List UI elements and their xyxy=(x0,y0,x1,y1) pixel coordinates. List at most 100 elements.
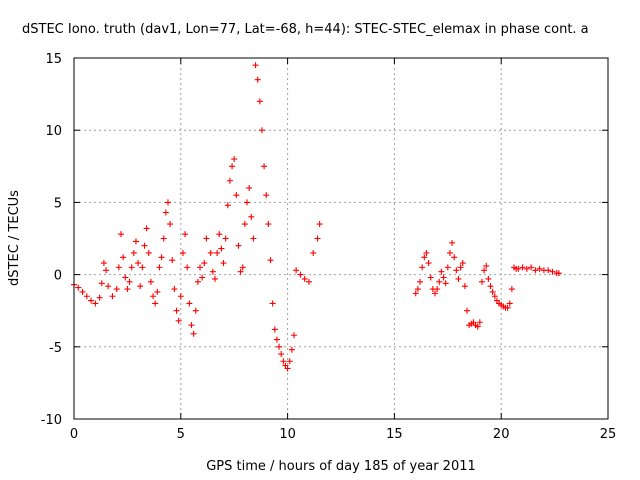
data-point xyxy=(504,304,511,311)
data-point xyxy=(244,199,251,206)
data-point xyxy=(182,231,189,238)
data-point xyxy=(293,267,300,274)
x-tick-labels: 0 5 10 15 20 25 xyxy=(70,427,616,442)
data-point xyxy=(145,249,152,256)
x-tick-label: 25 xyxy=(600,427,617,442)
data-point xyxy=(167,221,174,228)
data-point xyxy=(555,270,562,277)
data-point xyxy=(417,278,424,285)
data-point xyxy=(481,267,488,274)
data-point xyxy=(137,283,144,290)
data-point xyxy=(188,322,195,329)
data-point xyxy=(201,260,208,267)
y-tick-label: 0 xyxy=(54,269,62,284)
data-point xyxy=(158,254,165,261)
data-point xyxy=(485,275,492,282)
data-point xyxy=(536,265,543,272)
data-point xyxy=(194,278,201,285)
data-point xyxy=(164,199,171,206)
data-point xyxy=(291,332,298,339)
x-axis-label: GPS time / hours of day 185 of year 2011 xyxy=(206,459,476,474)
data-point xyxy=(92,300,99,307)
data-point xyxy=(297,271,304,278)
y-tick-label: -10 xyxy=(41,413,62,428)
data-point xyxy=(276,343,283,350)
data-point xyxy=(459,260,466,267)
data-point xyxy=(218,245,225,252)
data-point xyxy=(239,264,246,271)
data-point xyxy=(117,231,124,238)
data-point xyxy=(421,254,428,261)
data-point xyxy=(220,260,227,267)
data-point xyxy=(474,323,481,330)
data-point xyxy=(483,262,490,269)
data-point xyxy=(128,264,135,271)
data-point xyxy=(271,326,278,333)
data-point xyxy=(278,351,285,358)
data-point xyxy=(444,264,451,271)
data-point xyxy=(273,336,280,343)
data-point xyxy=(241,221,248,228)
data-point xyxy=(425,260,432,267)
data-point xyxy=(269,300,276,307)
data-point xyxy=(423,249,430,256)
data-point xyxy=(267,257,274,264)
data-point xyxy=(150,293,157,300)
data-point xyxy=(152,300,159,307)
data-point xyxy=(442,280,449,287)
data-point xyxy=(209,268,216,275)
data-point xyxy=(98,280,105,287)
data-point xyxy=(280,358,287,365)
x-tick-label: 15 xyxy=(386,427,403,442)
data-point xyxy=(261,163,268,170)
data-point xyxy=(122,274,129,281)
data-point xyxy=(147,278,154,285)
data-point xyxy=(508,286,515,293)
data-point xyxy=(214,249,221,256)
data-point xyxy=(455,275,462,282)
data-point xyxy=(115,264,122,271)
data-point xyxy=(124,286,131,293)
data-point xyxy=(305,278,312,285)
data-point xyxy=(478,278,485,285)
data-point xyxy=(226,177,233,184)
data-point xyxy=(211,275,218,282)
data-point xyxy=(190,330,197,337)
data-point xyxy=(231,156,238,163)
data-point xyxy=(449,239,456,246)
data-point xyxy=(487,283,494,290)
data-point xyxy=(419,264,426,271)
x-tick-label: 5 xyxy=(177,427,185,442)
data-point xyxy=(246,184,253,191)
data-point xyxy=(250,235,257,242)
data-point xyxy=(83,293,90,300)
data-point xyxy=(197,264,204,271)
data-point xyxy=(175,317,182,324)
data-point xyxy=(79,288,86,295)
data-point xyxy=(199,274,206,281)
data-point xyxy=(162,209,169,216)
data-point xyxy=(258,127,265,134)
data-point xyxy=(248,213,255,220)
data-point xyxy=(103,267,110,274)
data-point xyxy=(105,283,112,290)
data-point xyxy=(113,286,120,293)
data-point xyxy=(132,238,139,245)
data-point xyxy=(141,242,148,249)
data-point xyxy=(489,288,496,295)
data-point xyxy=(523,265,530,272)
data-point xyxy=(453,267,460,274)
data-point xyxy=(519,264,526,271)
axis-ticks xyxy=(73,57,609,420)
data-point xyxy=(237,268,244,275)
y-tick-label: 5 xyxy=(54,196,62,211)
data-point xyxy=(254,76,261,83)
data-point xyxy=(506,300,513,307)
data-point xyxy=(171,286,178,293)
data-point xyxy=(222,235,229,242)
data-point xyxy=(265,221,272,228)
data-point xyxy=(286,358,293,365)
y-axis-label: dSTEC / TECUs xyxy=(7,190,22,286)
